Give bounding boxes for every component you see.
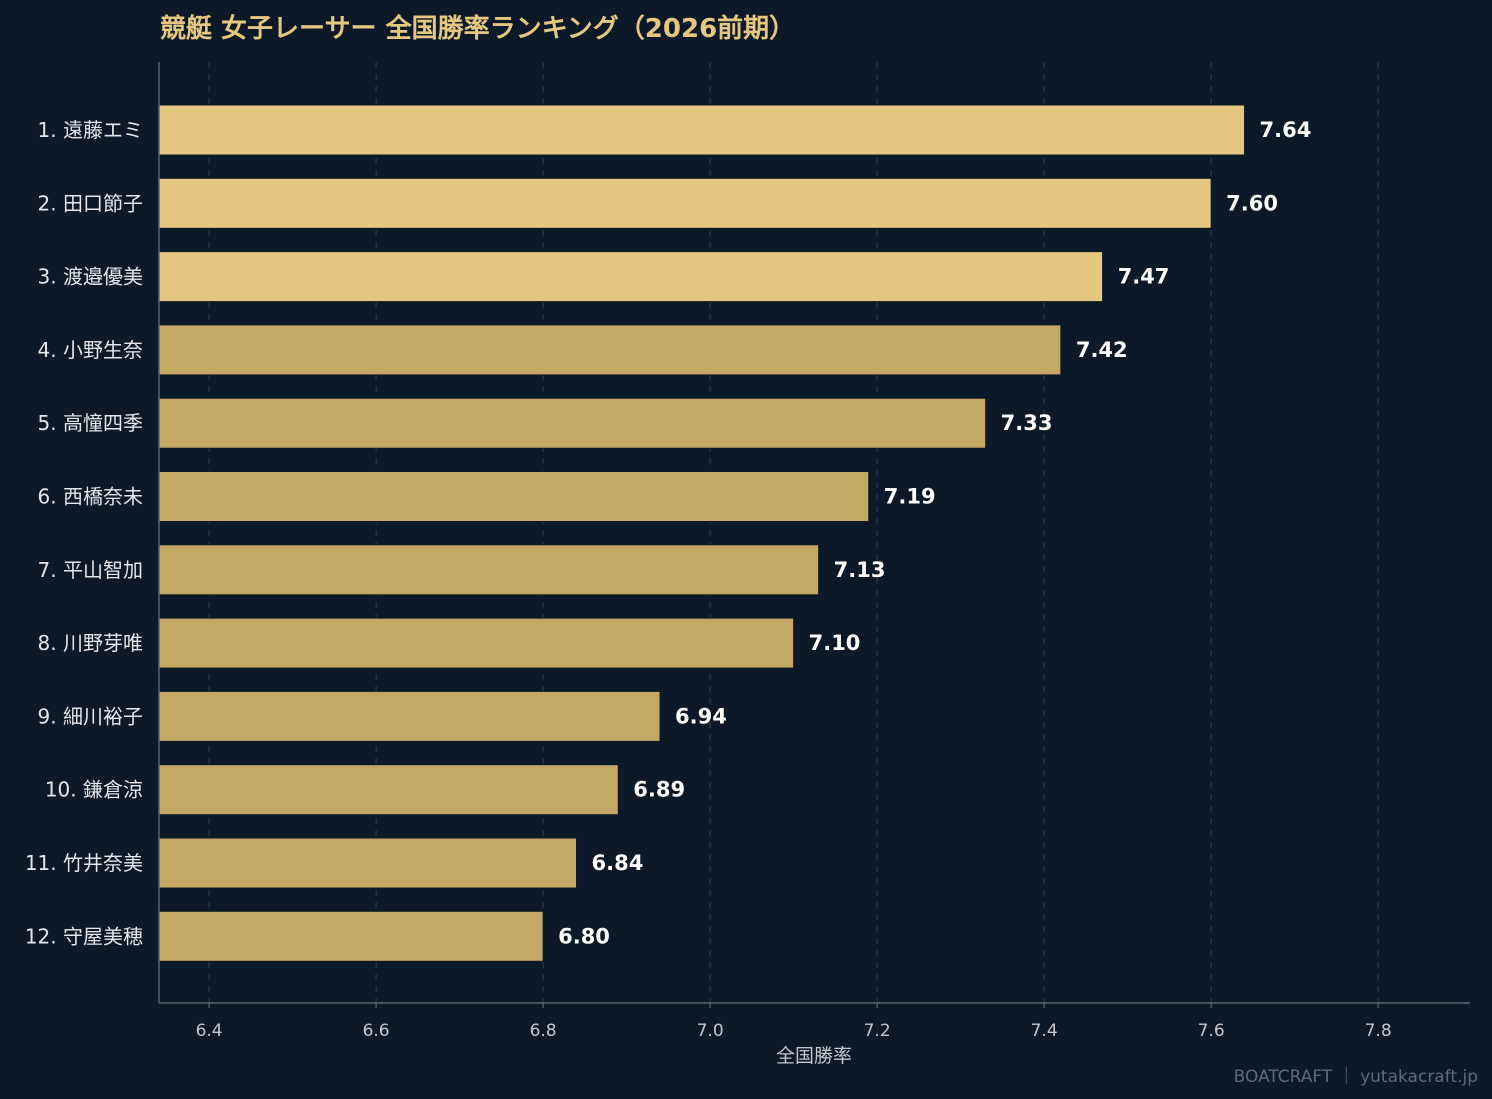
- bar-1: [158, 104, 1246, 156]
- value-label: 6.94: [675, 704, 727, 728]
- credit-text: BOATCRAFT ｜ yutakacraft.jp: [1234, 1067, 1478, 1087]
- bar-2: [158, 177, 1212, 229]
- value-label: 7.42: [1076, 338, 1128, 362]
- y-axis-label: 8. 川野芽唯: [38, 631, 143, 655]
- x-axis-label: 全国勝率: [776, 1045, 852, 1067]
- x-tick-label: 7.0: [697, 1021, 724, 1041]
- value-label: 7.19: [884, 485, 936, 509]
- bar-9: [158, 690, 661, 742]
- bar-5: [158, 397, 987, 449]
- x-axis-ticks: 6.4 6.6 6.8 7.0 7.2 7.4 7.6 7.8: [196, 1003, 1392, 1041]
- value-label: 6.80: [558, 924, 610, 948]
- y-axis-label: 12. 守屋美穂: [25, 924, 143, 948]
- x-tick-label: 7.2: [864, 1021, 891, 1041]
- y-axis-label: 5. 高憧四季: [38, 411, 143, 435]
- bar-3: [158, 251, 1104, 303]
- y-axis-label: 9. 細川裕子: [38, 704, 143, 728]
- value-label: 7.64: [1260, 118, 1312, 142]
- bar-11: [158, 837, 578, 889]
- value-label: 7.33: [1001, 411, 1053, 435]
- y-axis-label: 10. 鎌倉涼: [45, 778, 143, 802]
- y-axis-label: 3. 渡邉優美: [38, 265, 143, 289]
- y-axis-label: 4. 小野生奈: [38, 338, 143, 362]
- y-axis-label: 1. 遠藤エミ: [38, 118, 143, 142]
- bar-6: [158, 471, 870, 522]
- value-label: 7.10: [809, 631, 861, 655]
- value-label: 7.60: [1226, 191, 1278, 215]
- x-tick-label: 6.4: [196, 1021, 223, 1041]
- bar-12: [158, 910, 544, 962]
- value-label: 7.13: [834, 558, 886, 582]
- x-tick-label: 7.6: [1198, 1021, 1225, 1041]
- bar-4: [158, 324, 1062, 376]
- chart-title: 競艇 女子レーサー 全国勝率ランキング（2026前期）: [160, 13, 795, 44]
- bars: [158, 104, 1246, 962]
- y-axis-label: 6. 西橋奈未: [38, 485, 143, 509]
- x-tick-label: 6.6: [363, 1021, 390, 1041]
- x-tick-label: 6.8: [530, 1021, 557, 1041]
- x-tick-label: 7.4: [1031, 1021, 1058, 1041]
- value-label: 6.89: [633, 778, 685, 802]
- bar-7: [158, 544, 820, 596]
- bar-8: [158, 617, 795, 669]
- bar-10: [158, 764, 619, 816]
- y-axis-label: 7. 平山智加: [38, 558, 143, 582]
- y-axis-label: 11. 竹井奈美: [25, 851, 143, 875]
- y-axis-label: 2. 田口節子: [38, 191, 143, 215]
- value-labels: 7.64 7.60 7.47 7.42 7.33 7.19 7.13 7.10 6.94 6.89…: [558, 118, 1311, 948]
- value-label: 6.84: [592, 851, 644, 875]
- y-axis-labels: 1. 遠藤エミ 2. 田口節子 3. 渡邉優美 4. 小野生奈 5. 高憧四季 6. 西橋…: [25, 118, 143, 948]
- value-label: 7.47: [1118, 265, 1170, 289]
- x-tick-label: 7.8: [1365, 1021, 1392, 1041]
